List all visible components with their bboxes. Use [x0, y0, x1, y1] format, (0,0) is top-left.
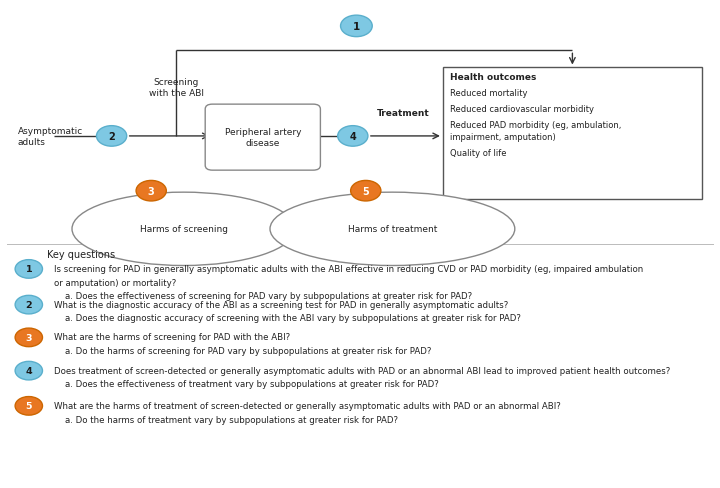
Circle shape [15, 260, 42, 279]
Text: a. Does the effectiveness of screening for PAD vary by subpopulations at greater: a. Does the effectiveness of screening f… [54, 292, 472, 301]
Text: Harms of treatment: Harms of treatment [348, 225, 437, 234]
Text: or amputation) or mortality?: or amputation) or mortality? [54, 278, 176, 287]
Text: What is the diagnostic accuracy of the ABI as a screening test for PAD in genera: What is the diagnostic accuracy of the A… [54, 300, 508, 309]
Circle shape [96, 126, 127, 147]
Text: impairment, amputation): impairment, amputation) [450, 133, 556, 142]
Text: 4: 4 [25, 366, 32, 375]
Text: Reduced mortality: Reduced mortality [450, 89, 528, 98]
Text: Harms of screening: Harms of screening [140, 225, 228, 234]
Text: a. Do the harms of screening for PAD vary by subpopulations at greater risk for : a. Do the harms of screening for PAD var… [54, 346, 431, 355]
Circle shape [338, 126, 368, 147]
Text: 2: 2 [108, 132, 115, 142]
Text: 1: 1 [25, 265, 32, 274]
Text: Does treatment of screen-detected or generally asymptomatic adults with PAD or a: Does treatment of screen-detected or gen… [54, 366, 670, 375]
Circle shape [15, 397, 42, 415]
Ellipse shape [72, 193, 295, 266]
Text: 5: 5 [362, 186, 369, 196]
Text: 3: 3 [25, 333, 32, 342]
Circle shape [341, 16, 372, 38]
Text: Screening
with the ABI: Screening with the ABI [149, 78, 204, 98]
Text: Peripheral artery
disease: Peripheral artery disease [225, 128, 301, 147]
Circle shape [351, 181, 381, 202]
Text: Quality of life: Quality of life [450, 149, 506, 158]
Text: Health outcomes: Health outcomes [450, 73, 536, 82]
Text: a. Does the effectiveness of treatment vary by subpopulations at greater risk fo: a. Does the effectiveness of treatment v… [54, 380, 438, 388]
Text: 2: 2 [25, 301, 32, 309]
Text: Treatment: Treatment [377, 109, 430, 118]
Text: 1: 1 [353, 22, 360, 32]
Text: Reduced cardiovascular morbidity: Reduced cardiovascular morbidity [450, 105, 594, 114]
Circle shape [15, 296, 42, 314]
Text: 4: 4 [349, 132, 356, 142]
Text: What are the harms of treatment of screen-detected or generally asymptomatic adu: What are the harms of treatment of scree… [54, 401, 561, 410]
Ellipse shape [270, 193, 515, 266]
Circle shape [15, 328, 42, 347]
FancyBboxPatch shape [205, 105, 320, 171]
Text: Key questions: Key questions [47, 250, 115, 260]
Text: Reduced PAD morbidity (eg, ambulation,: Reduced PAD morbidity (eg, ambulation, [450, 121, 621, 129]
Text: What are the harms of screening for PAD with the ABI?: What are the harms of screening for PAD … [54, 333, 290, 342]
Text: Asymptomatic
adults: Asymptomatic adults [18, 127, 84, 146]
Text: 3: 3 [148, 186, 155, 196]
Circle shape [136, 181, 166, 202]
FancyBboxPatch shape [443, 68, 702, 200]
Text: Is screening for PAD in generally asymptomatic adults with the ABI effective in : Is screening for PAD in generally asympt… [54, 264, 643, 273]
Circle shape [15, 362, 42, 380]
Text: a. Do the harms of treatment vary by subpopulations at greater risk for PAD?: a. Do the harms of treatment vary by sub… [54, 415, 398, 424]
Text: a. Does the diagnostic accuracy of screening with the ABI vary by subpopulations: a. Does the diagnostic accuracy of scree… [54, 314, 521, 323]
Text: 5: 5 [25, 402, 32, 410]
